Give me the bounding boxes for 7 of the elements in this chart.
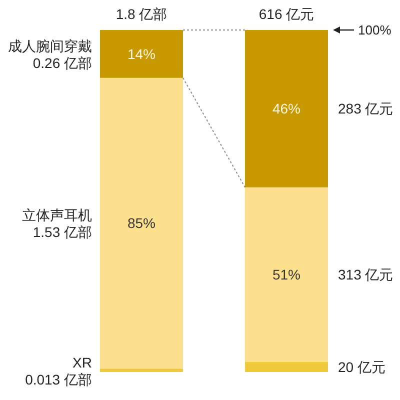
- annotation: 1.53 亿部: [32, 224, 92, 240]
- annotation: 20 亿元: [338, 358, 386, 375]
- annotation: 100%: [358, 22, 392, 38]
- annotation: 283 亿元: [338, 100, 394, 117]
- annotation: 0.26 亿部: [32, 54, 92, 71]
- annotation: 0.013 亿部: [25, 371, 92, 388]
- annotation: 313 亿元: [338, 266, 394, 283]
